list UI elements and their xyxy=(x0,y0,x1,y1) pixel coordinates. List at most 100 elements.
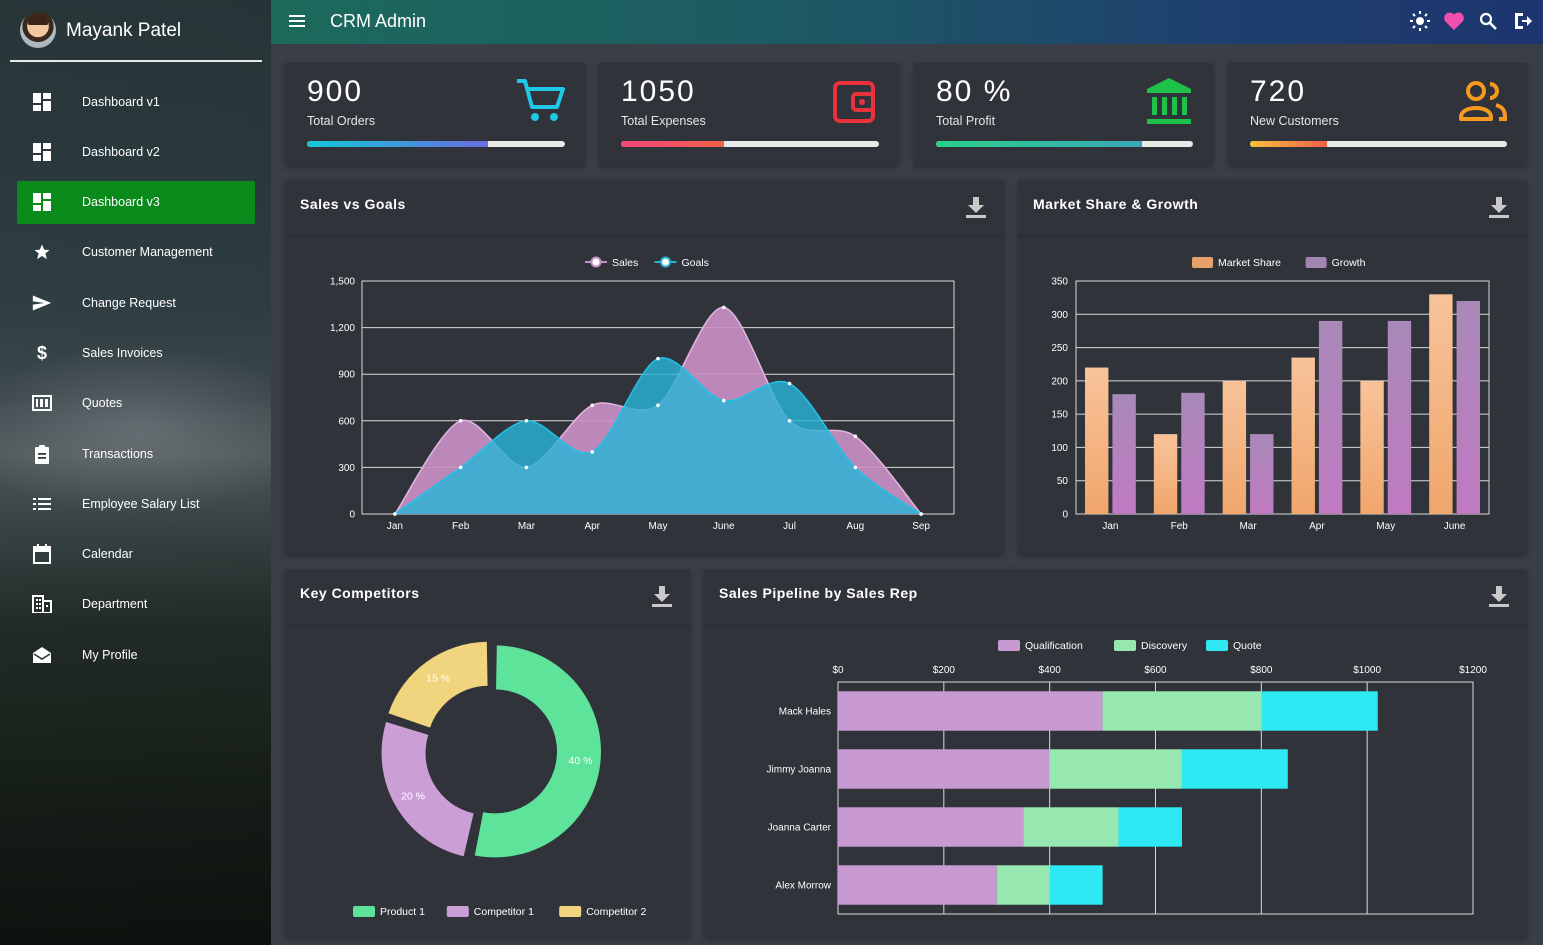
bar-growth xyxy=(1181,392,1205,514)
bar-discovery xyxy=(1102,691,1262,731)
top-actions xyxy=(1409,10,1533,32)
sidebar-item-label: Quotes xyxy=(82,396,123,411)
download-icon[interactable] xyxy=(1487,195,1511,219)
x-tick-label: $800 xyxy=(1250,665,1273,676)
sidebar-item-change-request[interactable]: Change Request xyxy=(17,281,255,324)
plot-border xyxy=(837,681,1474,915)
x-tick-label: Feb xyxy=(452,521,470,532)
x-tick-label: $1200 xyxy=(1459,665,1487,676)
sidebar-item-label: Transactions xyxy=(82,446,154,461)
stat-value: 80 % xyxy=(936,75,1013,108)
dollar-icon: $ xyxy=(32,343,52,363)
chart-legend: Sales Goals xyxy=(585,256,709,269)
legend-label: Growth xyxy=(1332,257,1366,269)
progress-bar xyxy=(307,141,565,147)
bar-quote xyxy=(1049,865,1103,905)
y-tick-label: 200 xyxy=(1051,376,1068,387)
stat-card-orders: 900 Total Orders xyxy=(285,63,585,165)
y-tick-label: 0 xyxy=(1062,510,1068,521)
sidebar-item-calendar[interactable]: Calendar xyxy=(17,533,255,576)
x-tick-label: $600 xyxy=(1144,665,1167,676)
sidebar-item-label: Dashboard v3 xyxy=(82,195,160,210)
y-tick-label: 50 xyxy=(1057,476,1069,487)
download-icon[interactable] xyxy=(650,584,674,608)
legend-swatch xyxy=(998,640,1020,651)
chart-legend: Qualification Discovery Quote xyxy=(998,640,1262,652)
sidebar-item-dashboard-v2[interactable]: Dashboard v2 xyxy=(17,130,255,173)
bar-discovery xyxy=(1023,807,1119,847)
legend-label: Competitor 2 xyxy=(586,906,646,918)
legend-swatch xyxy=(353,906,375,917)
legend-marker xyxy=(590,256,602,268)
y-tick-label: 1,500 xyxy=(330,277,355,288)
bar-growth xyxy=(1112,394,1136,514)
bar-qualification xyxy=(838,807,1024,847)
sidebar-item-quotes[interactable]: Quotes xyxy=(17,382,255,425)
download-icon[interactable] xyxy=(964,195,988,219)
avatar[interactable] xyxy=(20,12,56,48)
bar-market-share xyxy=(1085,367,1109,514)
y-tick-label: 350 xyxy=(1051,277,1068,288)
key-competitors-chart: 40 % 20 % 15 % Product 1 Competitor 1 Competi… xyxy=(353,641,646,918)
sidebar-item-sales-invoices[interactable]: $ Sales Invoices xyxy=(17,331,255,374)
bar-discovery xyxy=(996,865,1050,905)
y-tick-label: 100 xyxy=(1051,443,1068,454)
sidebar-item-dashboard-v1[interactable]: Dashboard v1 xyxy=(17,80,255,123)
legend-marker xyxy=(660,256,671,268)
legend-label: Sales xyxy=(612,257,638,269)
card-divider xyxy=(704,625,1527,626)
logout-icon[interactable] xyxy=(1511,10,1533,32)
chart-legend: Market Share Growth xyxy=(1192,257,1366,269)
sidebar-item-dashboard-v3[interactable]: Dashboard v3 xyxy=(17,180,255,224)
legend-swatch xyxy=(1206,640,1228,651)
sidebar-item-customer-management[interactable]: Customer Management xyxy=(17,231,255,274)
brightness-icon[interactable] xyxy=(1409,10,1431,32)
data-point-sales xyxy=(590,403,595,408)
search-icon[interactable] xyxy=(1477,10,1499,32)
x-tick-label: Mar xyxy=(518,521,536,532)
legend-label: Qualification xyxy=(1025,640,1083,652)
bank-icon xyxy=(1147,78,1191,124)
app-title: CRM Admin xyxy=(330,11,427,31)
legend-label: Competitor 1 xyxy=(474,906,534,918)
star-icon xyxy=(32,242,52,262)
data-point-goals xyxy=(919,512,923,516)
download-icon[interactable] xyxy=(1487,584,1511,608)
sidebar-item-label: Employee Salary List xyxy=(82,496,200,511)
hamburger-menu-icon[interactable] xyxy=(289,13,305,29)
slice-competitor-2 xyxy=(388,641,488,728)
stat-label: Total Orders xyxy=(307,114,376,128)
series-area-goals xyxy=(394,357,922,514)
profile-header[interactable]: Mayank Patel xyxy=(10,8,262,62)
sidebar-item-transactions[interactable]: Transactions xyxy=(17,432,255,475)
bar-quote xyxy=(1261,691,1378,731)
sidebar-nav: Dashboard v1 Dashboard v2 Dashboard v3 Cust… xyxy=(17,80,255,684)
data-point-goals xyxy=(853,465,858,470)
heart-icon[interactable] xyxy=(1443,10,1465,32)
y-tick-label: 1,200 xyxy=(330,323,355,334)
sidebar-item-label: Dashboard v2 xyxy=(82,144,160,159)
calendar-icon xyxy=(32,544,52,565)
sidebar-item-employee-salary-list[interactable]: Employee Salary List xyxy=(17,482,255,525)
sales-pipeline-chart: $0 $200 $400 $600 $800 $1000 $1200 Mack Hales Ji… xyxy=(767,640,1487,915)
sidebar-item-my-profile[interactable]: My Profile xyxy=(17,633,255,676)
x-tick-label: Feb xyxy=(1171,521,1189,532)
sidebar-item-department[interactable]: Department xyxy=(17,583,255,626)
bar-qualification xyxy=(838,691,1103,731)
slice-label: 40 % xyxy=(569,755,593,767)
progress-fill xyxy=(621,141,725,147)
card-title: Key Competitors xyxy=(300,585,420,601)
x-tick-label: Apr xyxy=(584,521,600,532)
clipboard-icon xyxy=(32,444,52,464)
data-point-goals xyxy=(458,465,463,470)
stat-value: 720 xyxy=(1250,75,1307,108)
bar-market-share xyxy=(1429,294,1453,514)
progress-fill xyxy=(936,141,1142,147)
data-point-goals xyxy=(656,356,660,361)
bar-growth xyxy=(1250,434,1274,514)
progress-fill xyxy=(307,141,488,147)
bar-growth xyxy=(1387,320,1412,514)
data-point-goals xyxy=(524,419,529,423)
chart-legend: Product 1 Competitor 1 Competitor 2 xyxy=(353,906,646,918)
sidebar-item-label: Department xyxy=(82,597,148,612)
